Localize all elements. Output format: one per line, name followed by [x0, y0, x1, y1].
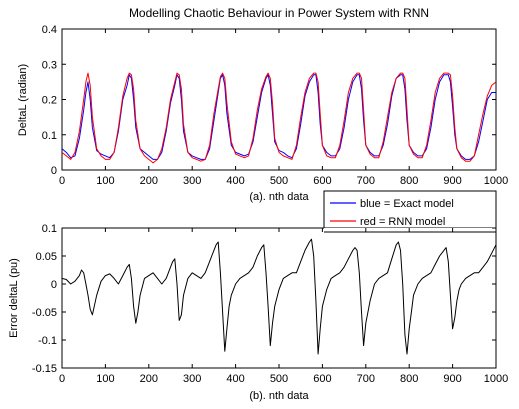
plot-b-xtick-label: 1000 [484, 373, 508, 385]
plot-a-ytick-label: 0.1 [42, 130, 57, 142]
plot-b-ytick-label: -0.15 [32, 363, 57, 375]
plot-b-ticks: 0 100 200 300 400 500 600 700 800 900 1000 -0.15 -0.… [32, 223, 508, 385]
plot-a-ytick-label: 0.4 [42, 24, 57, 36]
chart-title: Modelling Chaotic Behaviour in Power Sys… [129, 6, 429, 20]
plot-b-xtick-label: 300 [183, 373, 201, 385]
plot-a-series-group [61, 72, 497, 164]
plot-a-xtick-label: 500 [270, 175, 288, 187]
plot-b-ylabel: Error deltaL (pu) [8, 258, 20, 338]
plot-b-xtick-label: 400 [226, 373, 244, 385]
plot-a-xtick-label: 600 [313, 175, 331, 187]
plot-a-xtick-label: 800 [400, 175, 418, 187]
plot-a-xtick-label: 200 [140, 175, 158, 187]
plot-a-xtick-label: 400 [226, 175, 244, 187]
plot-b-xtick-label: 800 [400, 373, 418, 385]
plot-a-ticks: 0 100 200 300 400 500 600 700 800 900 1000 0 0.1 0.2 0… [42, 24, 509, 187]
plot-a-xtick-label: 700 [357, 175, 375, 187]
plot-b-ytick-label: -0.1 [38, 335, 57, 347]
plot-a-xlabel: (a). nth data [249, 191, 309, 203]
plot-a-series-line-1 [61, 72, 497, 164]
legend-label-rnn: red = RNN model [360, 216, 445, 228]
legend-label-exact: blue = Exact model [360, 198, 454, 210]
plot-a-ytick-label: 0 [51, 165, 57, 177]
plot-b-xtick-label: 0 [59, 373, 65, 385]
legend: blue = Exact model red = RNN model [323, 190, 497, 233]
plot-b-xtick-label: 200 [140, 373, 158, 385]
plot-a-xtick-label: 300 [183, 175, 201, 187]
plot-b-xlabel: (b). nth data [249, 390, 309, 402]
legend-box [323, 190, 497, 233]
plot-b-ytick-label: 0.1 [42, 223, 57, 235]
plot-b-xtick-label: 500 [270, 373, 288, 385]
plot-a-series-line-0 [61, 74, 496, 160]
plot-b-xtick-label: 600 [313, 373, 331, 385]
plot-a-xtick-label: 0 [59, 175, 65, 187]
plot-b-series-line-0 [61, 238, 497, 355]
plot-a-xtick-label: 900 [443, 175, 461, 187]
plot-b-ytick-label: 0.05 [36, 251, 57, 263]
plot-b-ytick-label: 0 [51, 279, 57, 291]
plot-b-area [61, 227, 497, 369]
plot-a-ytick-label: 0.3 [42, 59, 57, 71]
plot-a-area [61, 28, 497, 171]
plot-a-xtick-label: 1000 [484, 175, 508, 187]
plot-b-xtick-label: 700 [357, 373, 375, 385]
plot-b-ytick-label: -0.05 [32, 307, 57, 319]
plot-a-xtick-label: 100 [96, 175, 114, 187]
plot-b-series-group [61, 238, 497, 355]
plot-a-ytick-label: 0.2 [42, 95, 57, 107]
plot-a-ylabel: DeltaL (radian) [17, 64, 29, 136]
plot-b-xtick-label: 100 [96, 373, 114, 385]
plot-b-xtick-label: 900 [443, 373, 461, 385]
